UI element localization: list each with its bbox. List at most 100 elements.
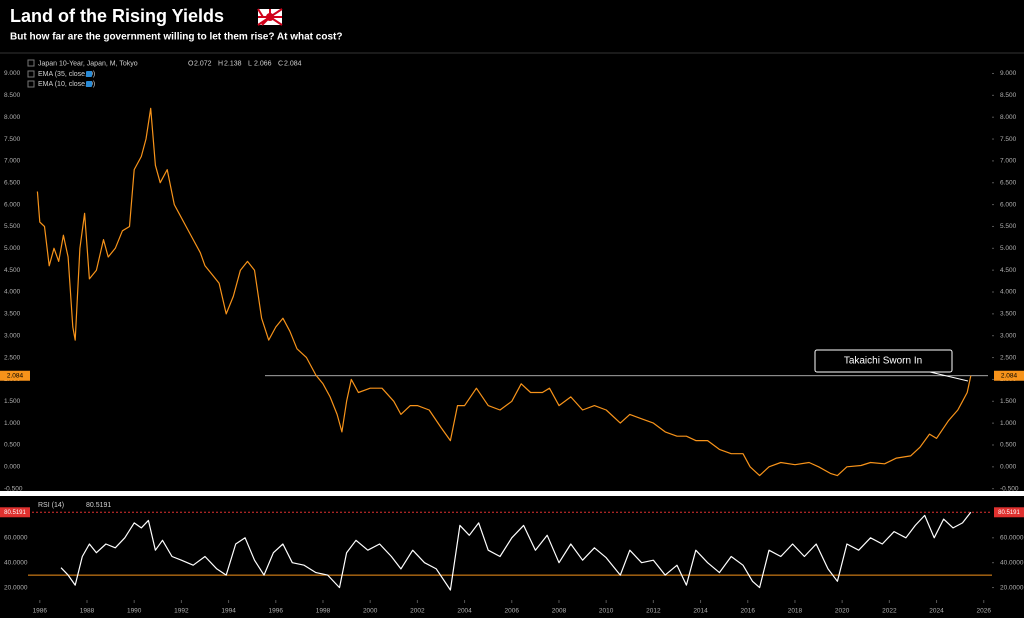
ohlc-value: 2.066 (254, 60, 272, 67)
y-tick-label: 0.500 (1000, 442, 1017, 449)
annotation-box (814, 349, 953, 373)
indicator-settings-icon (86, 81, 92, 87)
y-tick-label: 8.500 (4, 92, 21, 99)
y-tick-label: 20.0000 (4, 584, 28, 591)
data-line (60, 511, 972, 591)
rsi-label: RSI (14) (38, 502, 64, 509)
x-tick-label: 2008 (552, 608, 567, 615)
y-tick-label: 1.000 (1000, 420, 1017, 427)
y-tick-label: 3.000 (1000, 332, 1017, 339)
y-tick-label: 20.0000 (1000, 584, 1024, 591)
y-tick-label: 1.500 (1000, 398, 1017, 405)
y-tick-label: 7.500 (1000, 136, 1017, 143)
y-tick-label: 4.500 (4, 267, 21, 274)
x-tick-label: 2022 (882, 608, 897, 615)
rsi-last-box (0, 507, 30, 518)
y-tick-label: 0.000 (4, 464, 21, 471)
last-price-label: 2.084 (1001, 372, 1018, 379)
y-tick-label: 40.0000 (1000, 559, 1024, 566)
x-tick-label: 2024 (929, 608, 944, 615)
ohlc-key: L (248, 60, 252, 67)
y-tick-label: 3.500 (4, 311, 21, 318)
last-price-label: 2.084 (7, 372, 24, 379)
y-tick-label: 5.500 (4, 223, 21, 230)
y-tick-label: 5.500 (1000, 223, 1017, 230)
ohlc-value: 2.072 (194, 60, 212, 67)
y-tick-label: 9.000 (1000, 70, 1017, 77)
rsi-last-box (994, 507, 1024, 518)
legend-icon (27, 59, 35, 67)
legend-icon (27, 70, 35, 78)
ohlc-value: 2.138 (224, 60, 242, 67)
x-tick-label: 2004 (457, 608, 472, 615)
rsi-last-label: 80.5191 (4, 510, 26, 516)
x-tick-label: 1986 (33, 608, 48, 615)
y-tick-label: -0.500 (1000, 485, 1019, 492)
y-tick-label: 2.500 (1000, 354, 1017, 361)
x-tick-label: 1996 (269, 608, 284, 615)
x-tick-label: 2020 (835, 608, 850, 615)
x-tick-label: 2026 (977, 608, 992, 615)
y-tick-label: 5.000 (4, 245, 21, 252)
x-tick-label: 2002 (410, 608, 425, 615)
x-tick-label: 2012 (646, 608, 661, 615)
pane-divider (0, 491, 1024, 496)
x-tick-label: 1990 (127, 608, 142, 615)
title: Land of the Rising Yields (10, 6, 224, 26)
y-tick-label: 7.000 (4, 158, 21, 165)
symbol-label: Japan 10-Year, Japan, M, Tokyo (38, 60, 138, 67)
data-line (36, 107, 972, 477)
y-tick-label: 40.0000 (4, 559, 28, 566)
x-tick-label: 2014 (693, 608, 708, 615)
x-tick-label: 2018 (788, 608, 803, 615)
indicator-settings-icon (86, 71, 92, 77)
annotation-arrow (929, 371, 969, 382)
y-tick-label: 6.000 (4, 201, 21, 208)
y-tick-label: 6.000 (1000, 201, 1017, 208)
subtitle: But how far are the government willing t… (10, 32, 342, 43)
y-tick-label: 3.500 (1000, 311, 1017, 318)
x-tick-label: 2000 (363, 608, 378, 615)
y-tick-label: 6.500 (1000, 179, 1017, 186)
x-tick-label: 2010 (599, 608, 614, 615)
y-tick-label: 1.500 (4, 398, 21, 405)
x-tick-label: 2006 (505, 608, 520, 615)
y-tick-label: 3.000 (4, 332, 21, 339)
last-price-box (994, 370, 1024, 381)
rsi-last-label: 80.5191 (998, 510, 1020, 516)
plot-layer: -0.500 -0.500 0.000 0.000 0.500 0.500 1.000 1.0… (0, 59, 1024, 615)
y-tick-label: 0.000 (1000, 464, 1017, 471)
legend-icon (27, 80, 35, 88)
y-tick-label: 8.000 (1000, 114, 1017, 121)
y-tick-label: 8.500 (1000, 92, 1017, 99)
ohlc-key: O (188, 60, 194, 67)
last-price-box (0, 370, 30, 381)
y-tick-label: 6.500 (4, 179, 21, 186)
y-tick-label: 60.0000 (1000, 535, 1024, 542)
y-tick-label: 1.000 (4, 420, 21, 427)
x-tick-label: 2016 (741, 608, 756, 615)
y-tick-label: -0.500 (4, 485, 23, 492)
y-tick-label: 4.000 (1000, 289, 1017, 296)
ohlc-key: C (278, 60, 283, 67)
indicator-label: EMA (10, close, 0) (38, 81, 95, 88)
y-tick-label: 60.0000 (4, 535, 28, 542)
y-tick-label: 7.500 (4, 136, 21, 143)
rsi-value: 80.5191 (86, 502, 111, 509)
x-tick-label: 1994 (221, 608, 236, 615)
x-tick-label: 1998 (316, 608, 331, 615)
y-tick-label: 2.500 (4, 354, 21, 361)
y-tick-label: 7.000 (1000, 158, 1017, 165)
y-tick-label: 8.000 (4, 114, 21, 121)
x-tick-label: 1988 (80, 608, 95, 615)
y-tick-label: 5.000 (1000, 245, 1017, 252)
y-tick-label: 4.500 (1000, 267, 1017, 274)
flag-icon (257, 8, 283, 26)
ohlc-value: 2.084 (284, 60, 302, 67)
y-tick-label: 0.500 (4, 442, 21, 449)
y-tick-label: 4.000 (4, 289, 21, 296)
x-tick-label: 1992 (174, 608, 189, 615)
indicator-label: EMA (35, close, 0) (38, 71, 95, 78)
